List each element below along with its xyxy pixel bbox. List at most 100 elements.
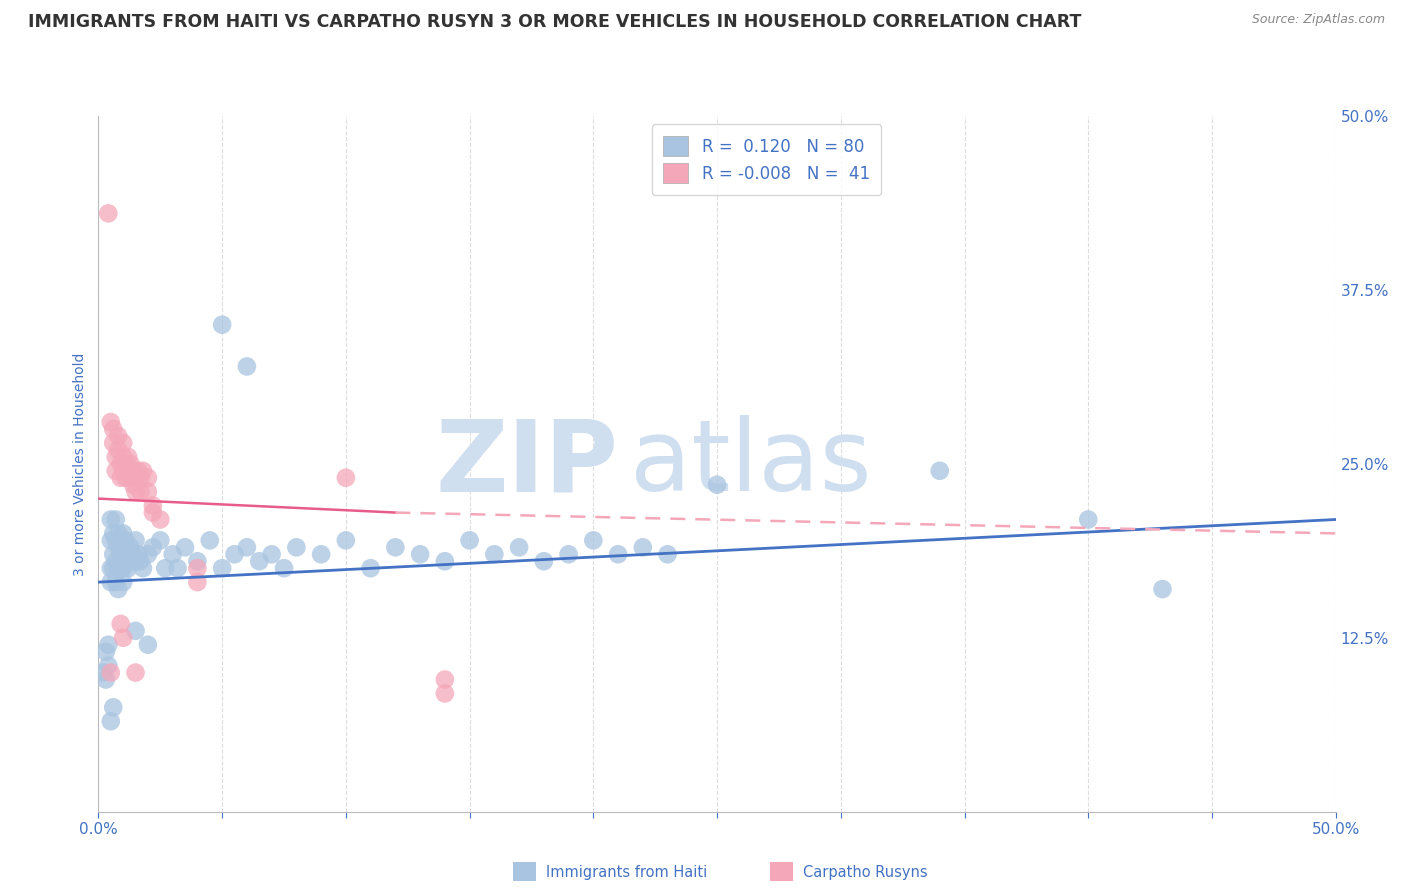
Point [107,526,129,541]
Point [124,665,146,680]
Point [149,512,172,526]
Point [186,554,208,568]
Point [129,554,152,568]
Point [110,457,132,471]
Point [103,526,125,541]
Point [236,541,259,555]
Point [110,616,132,631]
Text: Carpatho Rusyns: Carpatho Rusyns [803,865,928,880]
Point [142,499,165,513]
Point [104,464,127,478]
Point [100,665,122,680]
Point [706,477,728,491]
Point [97,658,120,673]
Point [117,464,139,478]
Point [112,450,135,464]
Point [94,673,117,687]
Point [93,665,115,680]
Point [107,429,129,443]
Point [103,547,125,561]
Point [186,561,208,575]
Point [107,561,129,575]
Point [136,484,159,499]
Point [136,638,159,652]
Point [458,533,481,548]
Point [433,554,456,568]
Point [285,541,308,555]
Point [582,533,605,548]
Point [335,471,357,485]
Point [309,547,332,561]
Point [94,645,117,659]
Point [155,561,177,575]
Point [120,554,142,568]
Point [122,547,145,561]
Point [335,533,357,548]
Point [112,526,135,541]
Point [117,450,139,464]
Point [100,415,122,429]
Point [100,714,122,729]
Point [120,541,142,555]
Text: ZIP: ZIP [436,416,619,512]
Point [112,561,135,575]
Point [100,512,122,526]
Text: IMMIGRANTS FROM HAITI VS CARPATHO RUSYN 3 OR MORE VEHICLES IN HOUSEHOLD CORRELAT: IMMIGRANTS FROM HAITI VS CARPATHO RUSYN … [28,13,1081,31]
Point [657,547,679,561]
Point [1077,512,1099,526]
Point [103,700,125,714]
Point [174,541,197,555]
Y-axis label: 3 or more Vehicles in Household: 3 or more Vehicles in Household [73,352,87,575]
Point [186,575,208,590]
Point [110,547,132,561]
Point [433,673,456,687]
Point [127,547,149,561]
Point [114,457,136,471]
Text: atlas: atlas [630,416,872,512]
Point [211,561,233,575]
Point [224,547,246,561]
Text: Immigrants from Haiti: Immigrants from Haiti [546,865,707,880]
Point [260,547,283,561]
Point [112,464,135,478]
Point [484,547,506,561]
Point [100,561,122,575]
Point [198,533,221,548]
Point [100,575,122,590]
Point [136,547,159,561]
Point [104,450,127,464]
Point [104,533,127,548]
Point [110,533,132,548]
Text: Source: ZipAtlas.com: Source: ZipAtlas.com [1251,13,1385,27]
Point [149,533,172,548]
Point [132,464,155,478]
Point [112,436,135,450]
Point [1152,582,1174,596]
Point [273,561,295,575]
Point [557,547,579,561]
Point [107,541,129,555]
Point [103,422,125,436]
Point [631,541,654,555]
Point [124,533,146,548]
Point [112,631,135,645]
Point [112,547,135,561]
Point [129,471,152,485]
Point [132,561,155,575]
Point [236,359,259,374]
Point [142,541,165,555]
Point [114,533,136,548]
Point [127,464,149,478]
Point [104,512,127,526]
Point [142,506,165,520]
Point [122,464,145,478]
Point [100,533,122,548]
Point [97,638,120,652]
Point [117,547,139,561]
Point [433,686,456,700]
Point [120,457,142,471]
Point [117,561,139,575]
Point [533,554,555,568]
Point [247,554,270,568]
Point [928,464,950,478]
